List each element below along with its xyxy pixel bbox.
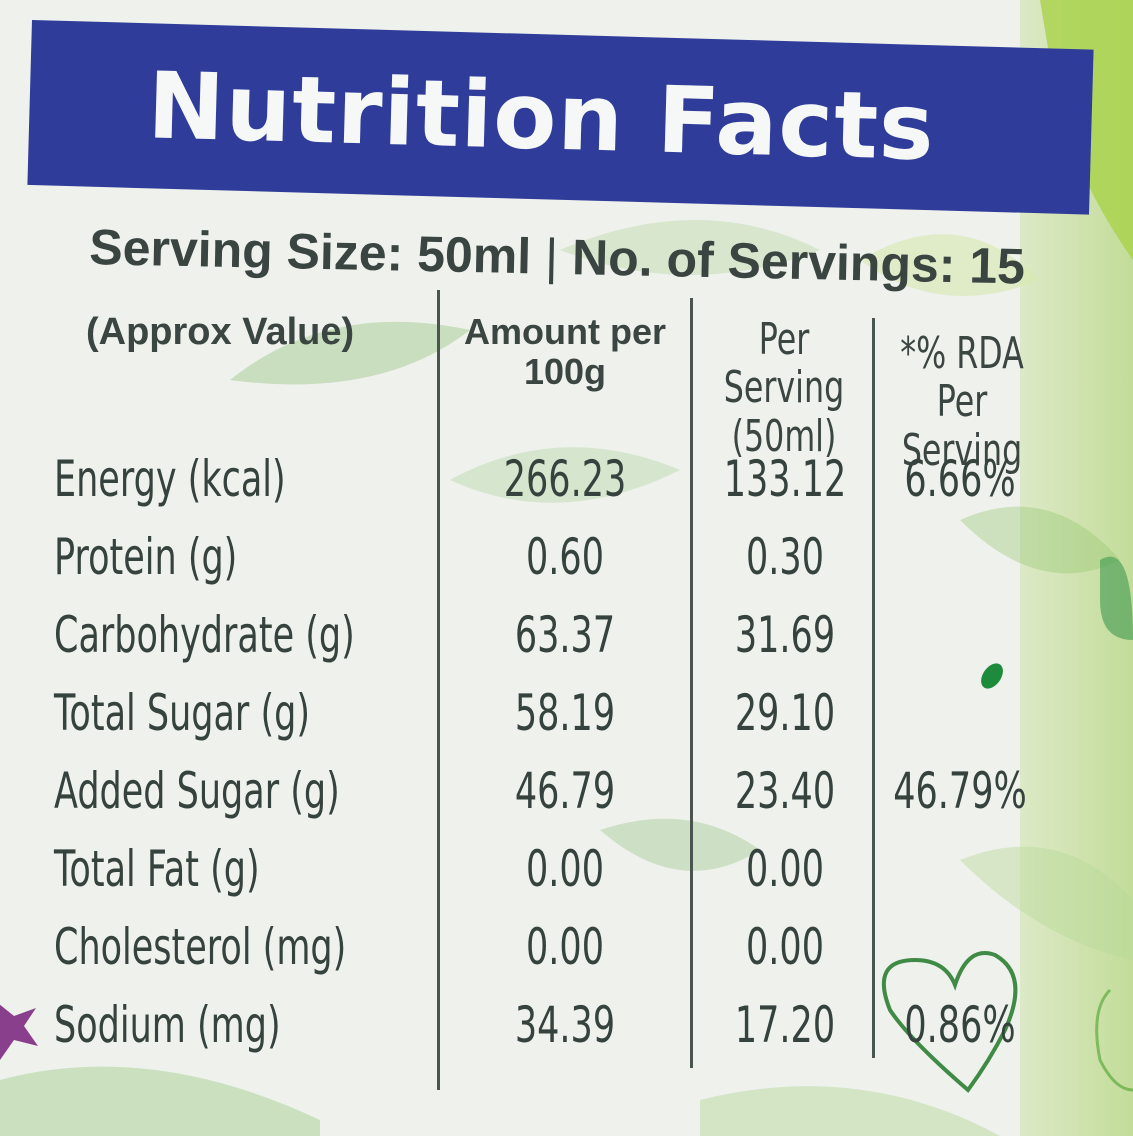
header-per-100g-line1: Amount per [464,311,666,352]
leaf-shape [0,1066,320,1136]
leaf-outline [1095,988,1133,1092]
row-serving: 133.12 [723,450,847,508]
green-dot [981,663,1003,689]
row-per100: 266.23 [503,450,627,508]
leaf-shape [860,234,1040,296]
column-divider [437,290,440,1090]
column-divider [872,318,875,1058]
row-serving: 29.10 [734,684,836,742]
header-per-serving-line2: (50ml) [731,410,837,462]
row-rda: 46.79% [893,762,1027,820]
heart-icon [881,951,1018,1093]
leaf-shape [1100,556,1133,640]
row-label: Added Sugar (g) [54,762,340,820]
header-per-serving-line1: Per Serving [723,314,845,414]
header-rda-line2: Per Serving [901,376,1023,476]
row-serving: 17.20 [734,996,836,1054]
row-serving: 0.30 [746,528,824,586]
leaf-shape [960,846,1133,960]
row-label: Sodium (mg) [54,996,281,1054]
header-per-serving: Per Serving (50ml) [706,314,862,462]
row-label: Protein (g) [54,528,238,586]
row-per100: 46.79 [514,762,616,820]
row-rda: 6.66% [904,450,1016,508]
row-label: Total Fat (g) [54,840,260,898]
row-per100: 0.00 [526,840,604,898]
row-rda: 0.86% [904,996,1016,1054]
row-per100: 0.60 [526,528,604,586]
column-divider [690,298,693,1068]
header-per-100g: Amount per 100g [445,312,685,391]
leaf-shape [230,321,470,385]
row-label: Cholesterol (mg) [54,918,347,976]
row-per100: 63.37 [514,606,616,664]
row-serving: 31.69 [734,606,836,664]
header-rda-line1: *% RDA [900,328,1024,379]
row-per100: 58.19 [514,684,616,742]
row-label: Energy (kcal) [54,450,286,508]
row-label: Total Sugar (g) [54,684,310,742]
header-approx-value: (Approx Value) [86,311,355,353]
leaf-shape [560,220,820,275]
row-per100: 0.00 [526,918,604,976]
leaf-shape [450,447,680,503]
header-per-100g-line2: 100g [523,350,607,392]
leaf-shape [960,506,1120,574]
row-serving: 0.00 [746,918,824,976]
row-label: Carbohydrate (g) [54,606,355,664]
leaf-shape [600,818,760,871]
leaf-shape [700,1086,1000,1136]
header-rda: *% RDA Per Serving [890,328,1034,476]
star-icon [0,1004,38,1060]
row-per100: 34.39 [514,996,616,1054]
row-serving: 0.00 [746,840,824,898]
row-serving: 23.40 [734,762,836,820]
